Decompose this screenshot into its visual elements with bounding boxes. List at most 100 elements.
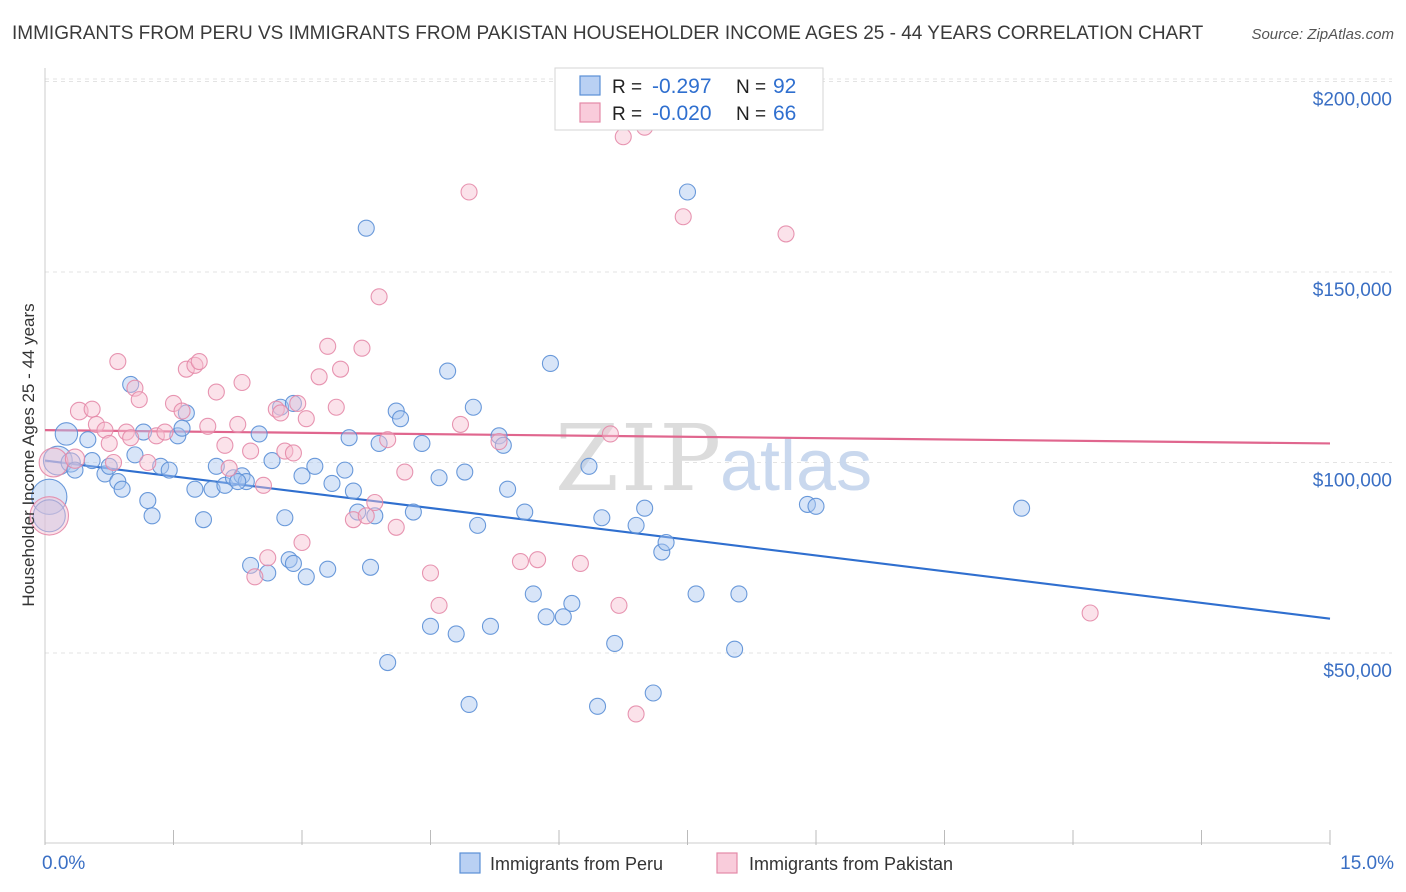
point-peru [430, 469, 448, 487]
y-tick-label: $100,000 [1313, 471, 1392, 492]
point-peru [160, 461, 178, 479]
legend-r-value-peru: -0.297 [652, 75, 712, 98]
legend-n-value-pakistan: 66 [773, 102, 796, 125]
point-peru [207, 457, 225, 475]
point-peru [340, 429, 358, 447]
point-peru [1013, 499, 1031, 517]
point-peru [490, 427, 508, 445]
point-peru [524, 585, 542, 603]
y-tick-label: $50,000 [1323, 661, 1392, 682]
point-peru [537, 608, 555, 626]
bottom-legend-swatch-pakistan [716, 852, 738, 874]
point-peru [194, 511, 213, 529]
point-pakistan [100, 434, 118, 453]
point-peru [730, 585, 748, 603]
point-pakistan [614, 128, 632, 146]
point-peru [499, 480, 517, 498]
chart-title: IMMIGRANTS FROM PERU VS IMMIGRANTS FROM … [12, 23, 1204, 44]
point-pakistan [96, 421, 114, 439]
point-peru [464, 398, 482, 416]
point-peru [336, 461, 354, 479]
point-pakistan [610, 596, 628, 614]
point-peru [237, 472, 255, 491]
trend-line-peru [44, 459, 1331, 620]
point-peru [284, 554, 302, 573]
point-peru [644, 684, 662, 702]
point-peru [284, 394, 302, 412]
point-peru [297, 568, 315, 586]
point-pakistan [353, 339, 371, 357]
point-peru [678, 183, 697, 201]
point-peru [152, 457, 170, 475]
point-peru [588, 697, 607, 715]
point-pakistan [254, 476, 273, 494]
point-pakistan [207, 383, 225, 401]
point-pakistan [421, 564, 440, 582]
point-peru [481, 617, 500, 635]
point-pakistan [216, 436, 234, 454]
point-peru [79, 431, 97, 449]
point-pakistan [242, 442, 260, 460]
legend-n-label-peru: N = [736, 77, 766, 98]
point-peru [554, 608, 572, 626]
point-pakistan [310, 368, 328, 386]
point-peru [66, 461, 84, 479]
trend-line-pakistan [44, 429, 1331, 445]
point-peru [439, 362, 457, 380]
point-peru [391, 410, 410, 428]
point-peru [126, 446, 144, 464]
point-pakistan [331, 360, 350, 378]
point-peru [563, 594, 581, 613]
point-peru [404, 503, 422, 521]
point-pakistan [289, 394, 307, 412]
point-pakistan [293, 533, 311, 552]
y-axis-label: Householder Income Ages 25 - 44 years [19, 303, 38, 606]
point-peru [259, 564, 277, 582]
point-pakistan [83, 400, 101, 418]
point-pakistan [284, 444, 302, 462]
legend-n-label-pakistan: N = [736, 104, 766, 125]
point-pakistan [259, 549, 277, 567]
bottom-legend: Immigrants from Peru Immigrants from Pak… [459, 852, 953, 874]
point-peru [83, 452, 101, 470]
point-peru [606, 634, 624, 653]
point-pakistan [451, 415, 470, 433]
point-peru [229, 472, 247, 491]
point-peru [54, 422, 79, 446]
point-pakistan [777, 225, 795, 243]
legend-swatch-peru [579, 75, 601, 96]
point-peru [319, 560, 337, 578]
point-peru [421, 617, 440, 635]
points-layer [29, 118, 1099, 723]
point-pakistan [272, 404, 290, 422]
point-peru [370, 434, 388, 453]
point-peru [173, 419, 191, 437]
point-pakistan [319, 337, 337, 355]
point-peru [113, 480, 131, 498]
point-pakistan [370, 288, 388, 306]
axes-layer [44, 68, 1331, 845]
point-pakistan [674, 208, 692, 226]
point-peru [627, 516, 645, 534]
point-pakistan [430, 596, 448, 614]
point-pakistan [87, 415, 105, 433]
top-legend: R = -0.297 N = 92 R = -0.020 N = 66 [554, 67, 824, 131]
point-pakistan [233, 373, 251, 392]
point-pakistan [529, 551, 547, 569]
point-peru [263, 452, 281, 470]
point-peru [242, 556, 260, 574]
point-peru [653, 543, 671, 561]
point-pakistan [190, 352, 208, 371]
point-pakistan [173, 402, 191, 420]
point-peru [413, 434, 431, 453]
y-tick-label: $150,000 [1313, 280, 1392, 301]
point-pakistan [104, 453, 123, 472]
chart-source: Source: ZipAtlas.com [1251, 26, 1394, 43]
point-pakistan [366, 493, 384, 512]
point-pakistan [627, 705, 645, 723]
point-peru [293, 467, 311, 485]
point-pakistan [139, 453, 157, 472]
point-peru [580, 457, 598, 475]
bottom-legend-label-pakistan: Immigrants from Pakistan [749, 854, 953, 874]
